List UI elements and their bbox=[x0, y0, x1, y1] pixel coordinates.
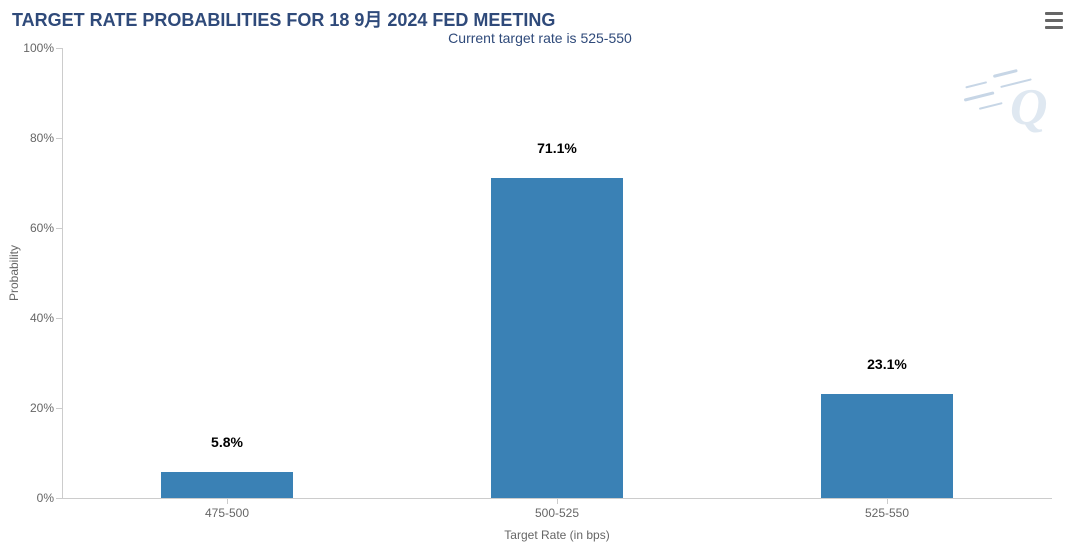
y-axis-title: Probability bbox=[7, 245, 21, 301]
chart-root: TARGET RATE PROBABILITIES FOR 18 9月 2024… bbox=[0, 0, 1080, 552]
chart-subtitle: Current target rate is 525-550 bbox=[448, 30, 632, 46]
bar-value-label: 5.8% bbox=[211, 434, 243, 450]
y-tick-label: 100% bbox=[23, 41, 62, 55]
x-axis-title: Target Rate (in bps) bbox=[504, 528, 609, 542]
y-tick-label: 60% bbox=[30, 221, 62, 235]
y-axis-line bbox=[62, 48, 63, 498]
chart-title: TARGET RATE PROBABILITIES FOR 18 9月 2024… bbox=[12, 6, 555, 32]
hamburger-menu-icon[interactable] bbox=[1042, 8, 1066, 32]
bar bbox=[491, 178, 623, 498]
bar-value-label: 23.1% bbox=[867, 356, 907, 372]
y-tick-label: 80% bbox=[30, 131, 62, 145]
bar-value-label: 71.1% bbox=[537, 140, 577, 156]
plot-area: 0%20%40%60%80%100%475-5005.8%500-52571.1… bbox=[62, 48, 1052, 498]
bar bbox=[821, 394, 953, 498]
x-tick-label: 525-550 bbox=[865, 498, 909, 520]
y-tick-label: 0% bbox=[37, 491, 62, 505]
x-tick-label: 475-500 bbox=[205, 498, 249, 520]
bar bbox=[161, 472, 293, 498]
y-tick-label: 20% bbox=[30, 401, 62, 415]
x-tick-label: 500-525 bbox=[535, 498, 579, 520]
y-tick-label: 40% bbox=[30, 311, 62, 325]
